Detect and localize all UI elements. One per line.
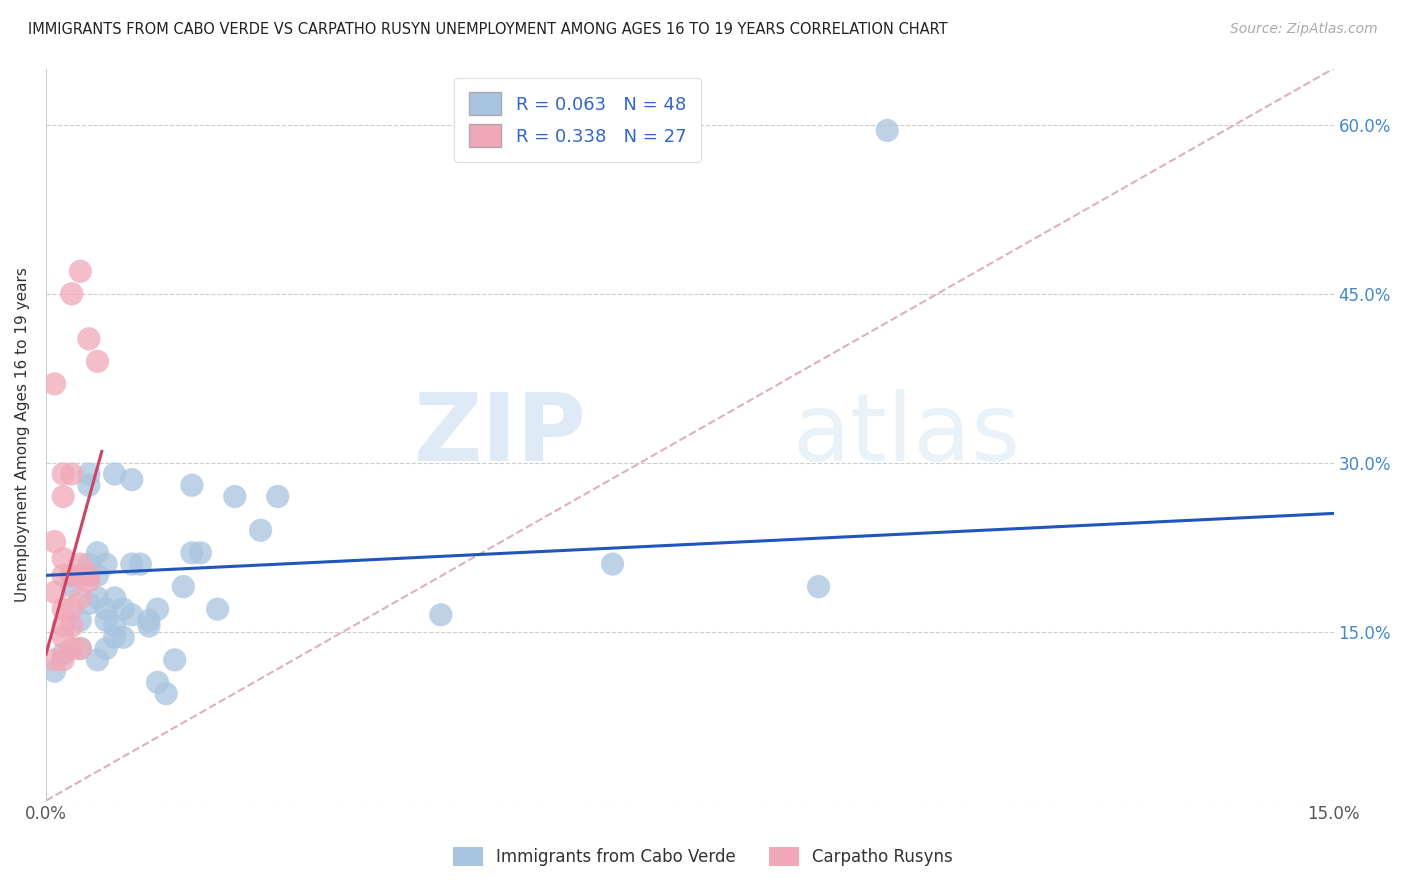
Point bbox=[60, 568, 83, 582]
Point bbox=[52, 619, 75, 633]
Point bbox=[155, 687, 177, 701]
Point bbox=[77, 597, 100, 611]
Point bbox=[121, 607, 143, 622]
Point bbox=[69, 557, 91, 571]
Point bbox=[44, 585, 66, 599]
Point bbox=[77, 568, 100, 582]
Point bbox=[52, 653, 75, 667]
Point bbox=[69, 568, 91, 582]
Point bbox=[52, 551, 75, 566]
Point bbox=[138, 619, 160, 633]
Point bbox=[146, 602, 169, 616]
Point bbox=[44, 376, 66, 391]
Point bbox=[86, 546, 108, 560]
Point bbox=[94, 614, 117, 628]
Point bbox=[60, 580, 83, 594]
Text: IMMIGRANTS FROM CABO VERDE VS CARPATHO RUSYN UNEMPLOYMENT AMONG AGES 16 TO 19 YE: IMMIGRANTS FROM CABO VERDE VS CARPATHO R… bbox=[28, 22, 948, 37]
Point bbox=[86, 591, 108, 605]
Text: Source: ZipAtlas.com: Source: ZipAtlas.com bbox=[1230, 22, 1378, 37]
Point bbox=[129, 557, 152, 571]
Point bbox=[86, 354, 108, 368]
Point bbox=[52, 568, 75, 582]
Point bbox=[138, 614, 160, 628]
Point bbox=[69, 591, 91, 605]
Point bbox=[52, 647, 75, 661]
Point bbox=[77, 568, 100, 582]
Point bbox=[77, 467, 100, 481]
Point bbox=[267, 490, 290, 504]
Point bbox=[94, 602, 117, 616]
Point bbox=[104, 591, 127, 605]
Point bbox=[60, 602, 83, 616]
Point bbox=[249, 524, 271, 538]
Point bbox=[69, 264, 91, 278]
Point bbox=[602, 557, 624, 571]
Point bbox=[807, 580, 830, 594]
Y-axis label: Unemployment Among Ages 16 to 19 years: Unemployment Among Ages 16 to 19 years bbox=[15, 267, 30, 602]
Text: atlas: atlas bbox=[793, 389, 1021, 481]
Point bbox=[224, 490, 246, 504]
Point bbox=[146, 675, 169, 690]
Point bbox=[60, 286, 83, 301]
Point bbox=[52, 602, 75, 616]
Point bbox=[94, 641, 117, 656]
Point bbox=[52, 467, 75, 481]
Point bbox=[430, 607, 453, 622]
Point bbox=[121, 557, 143, 571]
Point bbox=[876, 123, 898, 137]
Legend: R = 0.063   N = 48, R = 0.338   N = 27: R = 0.063 N = 48, R = 0.338 N = 27 bbox=[454, 78, 700, 161]
Point bbox=[77, 332, 100, 346]
Text: ZIP: ZIP bbox=[413, 389, 586, 481]
Point bbox=[180, 546, 202, 560]
Point bbox=[104, 619, 127, 633]
Point bbox=[44, 653, 66, 667]
Point bbox=[180, 478, 202, 492]
Point bbox=[69, 641, 91, 656]
Point bbox=[172, 580, 194, 594]
Point bbox=[86, 568, 108, 582]
Point bbox=[104, 467, 127, 481]
Point bbox=[69, 614, 91, 628]
Point bbox=[112, 602, 135, 616]
Point bbox=[52, 490, 75, 504]
Point bbox=[77, 478, 100, 492]
Point bbox=[104, 630, 127, 644]
Point bbox=[44, 534, 66, 549]
Point bbox=[60, 619, 83, 633]
Point bbox=[121, 473, 143, 487]
Point bbox=[77, 557, 100, 571]
Point bbox=[60, 467, 83, 481]
Point bbox=[77, 574, 100, 588]
Point bbox=[163, 653, 186, 667]
Point bbox=[94, 557, 117, 571]
Point bbox=[112, 630, 135, 644]
Point bbox=[60, 568, 83, 582]
Point bbox=[69, 641, 91, 656]
Point bbox=[44, 664, 66, 678]
Point bbox=[86, 653, 108, 667]
Point bbox=[207, 602, 229, 616]
Legend: Immigrants from Cabo Verde, Carpatho Rusyns: Immigrants from Cabo Verde, Carpatho Rus… bbox=[444, 838, 962, 875]
Point bbox=[60, 641, 83, 656]
Point bbox=[190, 546, 212, 560]
Point bbox=[69, 568, 91, 582]
Point bbox=[52, 630, 75, 644]
